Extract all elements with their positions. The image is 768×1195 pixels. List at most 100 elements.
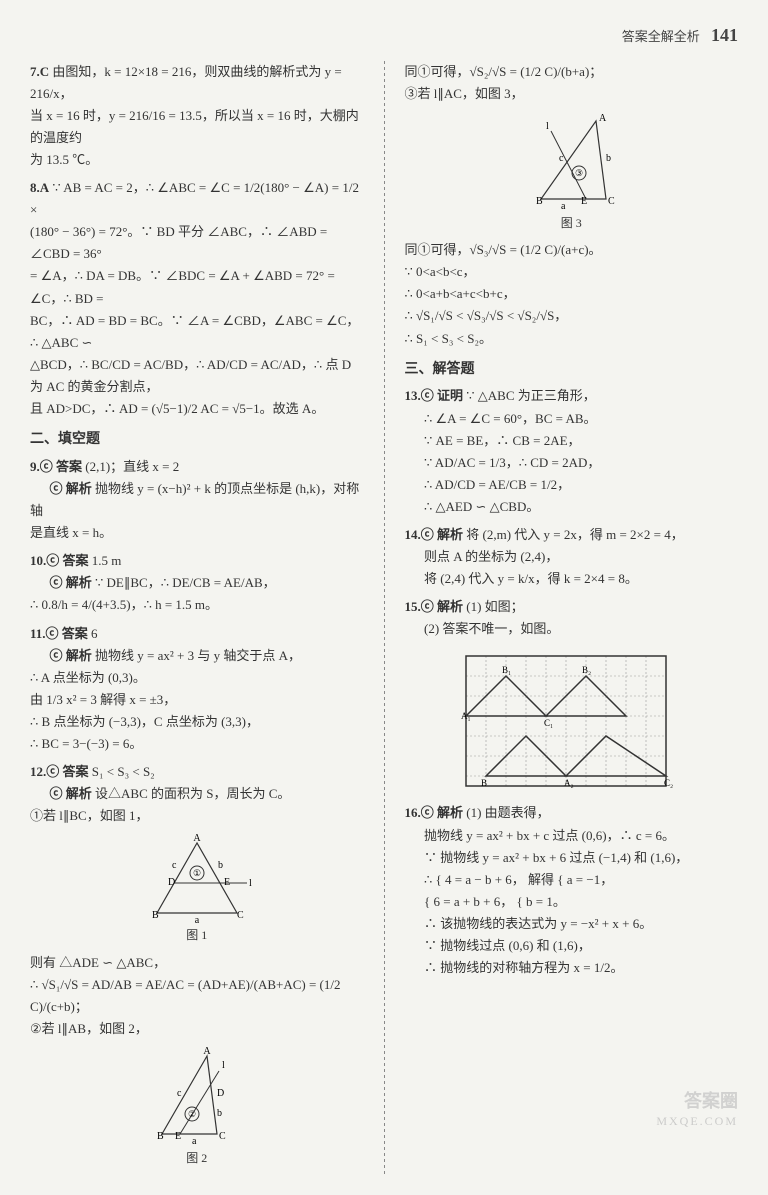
r2: ③若 l∥AC，如图 3，	[405, 83, 739, 105]
svg-text:C: C	[608, 196, 615, 207]
svg-text:②: ②	[188, 1109, 196, 1119]
figure-1: A B C D E l c b a ① 图 1	[30, 833, 364, 945]
q13-l6: ∴ △AED ∽ △CBD。	[405, 499, 540, 514]
q10-ans: 1.5 m	[92, 553, 122, 568]
r5: ∴ 0<a+b<a+c<b+c，	[405, 283, 739, 305]
svg-text:A: A	[599, 113, 607, 124]
q11-exp4: ∴ B 点坐标为 (−3,3)，C 点坐标为 (3,3)，	[30, 714, 259, 729]
q8-l2: (180° − 36°) = 72°。∵ BD 平分 ∠ABC，∴ ∠ABD =…	[30, 224, 327, 261]
svg-text:C: C	[237, 910, 244, 921]
q8-l6: 且 AD>DC，∴ AD = (√5−1)/2 AC = √5−1。故选 A。	[30, 401, 324, 416]
right-column: 同①可得，√S₂/√S = (1/2 C)/(b+a)； ③若 l∥AC，如图 …	[405, 61, 739, 1175]
q12-exp3: 则有 △ADE ∽ △ABC，	[30, 955, 166, 970]
q8-l5: △BCD，∴ BC/CD = AC/BD，∴ AD/CD = AC/AD，∴ 点…	[30, 357, 351, 394]
svg-text:B: B	[536, 196, 543, 207]
svg-text:a: a	[561, 201, 566, 211]
q12-exp-label: ⓒ 解析	[30, 786, 92, 801]
triangle-3-icon: A B C E l c b a ③	[521, 111, 621, 211]
svg-text:b: b	[217, 1108, 222, 1119]
section-2-title: 二、填空题	[30, 428, 364, 452]
q11-ans: 6	[91, 626, 98, 641]
q9-exp2: 是直线 x = h。	[30, 525, 112, 540]
content-columns: 7.C 由图知，k = 12×18 = 216，则双曲线的解析式为 y = 21…	[30, 61, 738, 1175]
q16-l1: (1) 由题表得，	[466, 805, 549, 820]
q16-num: 16.ⓒ 解析	[405, 805, 464, 820]
q15-l1: (1) 如图；	[466, 599, 523, 614]
q13-l1: ∵ △ABC 为正三角形，	[466, 388, 596, 403]
q8: 8.A ∵ AB = AC = 2，∴ ∠ABC = ∠C = 1/2(180°…	[30, 177, 364, 420]
column-divider	[384, 61, 385, 1175]
q9-ans: (2,1)；直线 x = 2	[85, 459, 179, 474]
q16-l4: ∴ { 4 = a − b + 6， 解得 { a = −1，	[405, 872, 614, 887]
q10-exp-label: ⓒ 解析	[30, 575, 92, 590]
page-number: 141	[711, 25, 738, 45]
q11: 11.ⓒ 答案 6 ⓒ 解析 抛物线 y = ax² + 3 与 y 轴交于点 …	[30, 623, 364, 756]
q13-l4: ∵ AD/AC = 1/3，∴ CD = 2AD，	[405, 455, 601, 470]
q8-l3: = ∠A，∴ DA = DB。∵ ∠BDC = ∠A + ∠ABD = 72° …	[30, 268, 335, 305]
triangle-2-icon: A B C D E l c b a ②	[147, 1046, 247, 1146]
svg-text:E: E	[581, 196, 587, 207]
q10-exp1: ∵ DE∥BC，∴ DE/CB = AE/AB，	[95, 575, 276, 590]
q16-l2: 抛物线 y = ax² + bx + c 过点 (0,6)，∴ c = 6。	[405, 828, 675, 843]
q10: 10.ⓒ 答案 1.5 m ⓒ 解析 ∵ DE∥BC，∴ DE/CB = AE/…	[30, 550, 364, 616]
svg-text:B: B	[481, 778, 487, 788]
q14-num: 14.ⓒ 解析	[405, 527, 464, 542]
svg-text:l: l	[546, 121, 549, 132]
q7-l2: 当 x = 16 时，y = 216/16 = 13.5，所以当 x = 16 …	[30, 108, 359, 145]
q11-exp1: 抛物线 y = ax² + 3 与 y 轴交于点 A，	[95, 648, 301, 663]
q7: 7.C 由图知，k = 12×18 = 216，则双曲线的解析式为 y = 21…	[30, 61, 364, 171]
q16-l5: { 6 = a + b + 6， { b = 1。	[405, 894, 566, 909]
q14-l3: 将 (2,4) 代入 y = k/x，得 k = 2×4 = 8。	[405, 571, 638, 586]
fig3-caption: 图 3	[405, 213, 739, 233]
q12-exp2: ①若 l∥BC，如图 1，	[30, 808, 148, 823]
svg-text:l: l	[222, 1060, 225, 1071]
q13: 13.ⓒ 证明 ∵ △ABC 为正三角形， ∴ ∠A = ∠C = 60°，BC…	[405, 385, 739, 518]
q15-num: 15.ⓒ 解析	[405, 599, 464, 614]
q16-l3: ∵ 抛物线 y = ax² + bx + 6 过点 (−1,4) 和 (1,6)…	[405, 850, 689, 865]
q14-l1: 将 (2,m) 代入 y = 2x，得 m = 2×2 = 4，	[466, 527, 683, 542]
svg-text:B₁: B₁	[502, 665, 511, 675]
left-column: 7.C 由图知，k = 12×18 = 216，则双曲线的解析式为 y = 21…	[30, 61, 364, 1175]
q16: 16.ⓒ 解析 (1) 由题表得， 抛物线 y = ax² + bx + c 过…	[405, 802, 739, 979]
q12-exp5: ②若 l∥AB，如图 2，	[30, 1021, 148, 1036]
header-title: 答案全解全析	[622, 29, 700, 44]
q9-exp-label: ⓒ 解析	[30, 481, 92, 496]
q11-exp2: ∴ A 点坐标为 (0,3)。	[30, 670, 146, 685]
q7-l1: 由图知，k = 12×18 = 216，则双曲线的解析式为 y = 216/x，	[30, 64, 342, 101]
section-3-title: 三、解答题	[405, 358, 739, 382]
q10-exp2: ∴ 0.8/h = 4/(4+3.5)，∴ h = 1.5 m。	[30, 597, 218, 612]
q16-l8: ∴ 抛物线的对称轴方程为 x = 1/2。	[405, 960, 624, 975]
page-header: 答案全解全析 141	[30, 20, 738, 51]
svg-text:A: A	[203, 1046, 211, 1057]
svg-text:c: c	[559, 153, 564, 164]
svg-text:E: E	[224, 877, 230, 888]
svg-text:A: A	[193, 833, 201, 844]
svg-text:B: B	[152, 910, 159, 921]
q8-l1: ∵ AB = AC = 2，∴ ∠ABC = ∠C = 1/2(180° − ∠…	[30, 180, 359, 217]
q11-exp-label: ⓒ 解析	[30, 648, 92, 663]
fig2-caption: 图 2	[30, 1148, 364, 1168]
r3: 同①可得，√S₃/√S = (1/2 C)/(a+c)。	[405, 239, 739, 261]
fig1-caption: 图 1	[30, 925, 364, 945]
svg-text:B₂: B₂	[582, 665, 591, 675]
svg-text:C₁: C₁	[544, 718, 553, 728]
q12-exp1: 设△ABC 的面积为 S，周长为 C。	[95, 786, 290, 801]
q14-l2: 则点 A 的坐标为 (2,4)，	[405, 549, 559, 564]
r4: ∵ 0<a<b<c，	[405, 261, 739, 283]
q8-num: 8.A	[30, 180, 49, 195]
q13-l5: ∴ AD/CD = AE/CB = 1/2，	[405, 477, 571, 492]
q9-num: 9.ⓒ 答案	[30, 459, 82, 474]
svg-text:C₂: C₂	[664, 778, 673, 788]
svg-text:①: ①	[193, 868, 201, 878]
q11-exp3: 由 1/3 x² = 3 解得 x = ±3，	[30, 692, 176, 707]
figure-2: A B C D E l c b a ② 图 2	[30, 1046, 364, 1168]
q13-num: 13.ⓒ 证明	[405, 388, 464, 403]
q12-exp4: ∴ √S₁/√S = AD/AB = AE/AC = (AD+AE)/(AB+A…	[30, 977, 341, 1014]
r7: ∴ S₁ < S₃ < S₂。	[405, 328, 739, 350]
q9: 9.ⓒ 答案 (2,1)；直线 x = 2 ⓒ 解析 抛物线 y = (x−h)…	[30, 456, 364, 544]
q8-l4: BC，∴ AD = BD = BC。∵ ∠A = ∠CBD，∠ABC = ∠C，…	[30, 313, 359, 350]
svg-text:a: a	[192, 1136, 197, 1146]
q12-ans: S₁ < S₃ < S₂	[92, 764, 155, 779]
q13-l2: ∴ ∠A = ∠C = 60°，BC = AB。	[405, 411, 597, 426]
q16-l7: ∵ 抛物线过点 (0,6) 和 (1,6)，	[405, 938, 591, 953]
